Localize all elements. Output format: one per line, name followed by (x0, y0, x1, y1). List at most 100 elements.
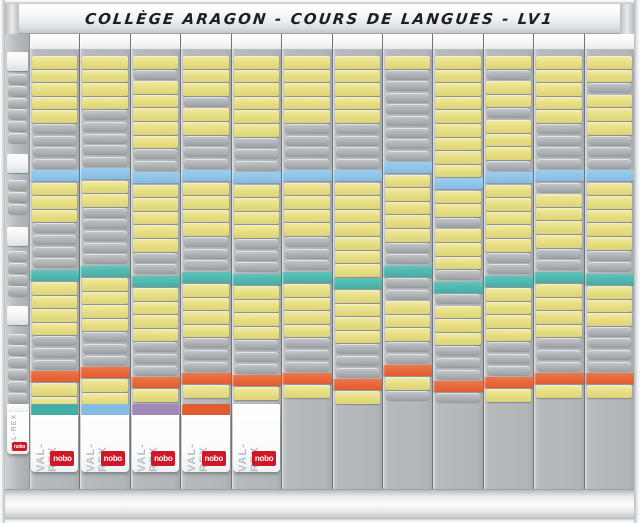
column-header[interactable] (130, 34, 181, 50)
yellow-card[interactable] (132, 389, 179, 402)
yellow-card[interactable] (82, 69, 128, 83)
empty-slot[interactable] (285, 135, 329, 145)
empty-slot[interactable] (537, 158, 581, 168)
yellow-card[interactable] (536, 207, 582, 221)
empty-slot[interactable] (83, 156, 127, 166)
yellow-card[interactable] (485, 198, 532, 211)
index-slot[interactable] (8, 133, 27, 143)
yellow-card[interactable] (132, 211, 179, 225)
yellow-card[interactable] (284, 182, 330, 196)
empty-slot[interactable] (587, 338, 632, 348)
yellow-card[interactable] (435, 164, 481, 178)
column-header[interactable] (332, 34, 382, 50)
empty-slot[interactable] (83, 344, 127, 353)
yellow-card[interactable] (32, 209, 78, 223)
yellow-card[interactable] (435, 229, 481, 242)
yellow-card[interactable] (334, 237, 380, 250)
empty-slot[interactable] (184, 135, 228, 145)
index-slot[interactable] (8, 121, 27, 132)
index-slot[interactable] (8, 286, 27, 297)
yellow-card[interactable] (334, 96, 380, 110)
divider-band-teal[interactable] (130, 275, 181, 287)
divider-band-teal[interactable] (382, 265, 433, 277)
yellow-card[interactable] (183, 108, 229, 121)
empty-slot[interactable] (587, 350, 632, 359)
yellow-card[interactable] (132, 122, 179, 135)
empty-slot[interactable] (537, 248, 581, 258)
empty-slot[interactable] (385, 150, 430, 160)
empty-slot[interactable] (234, 149, 279, 159)
yellow-card[interactable] (384, 215, 431, 228)
yellow-card[interactable] (82, 291, 128, 305)
column-header[interactable] (181, 34, 231, 50)
yellow-card[interactable] (485, 147, 532, 160)
index-marker[interactable] (7, 154, 28, 173)
yellow-card[interactable] (233, 83, 280, 96)
divider-band-blue[interactable] (382, 162, 433, 174)
empty-slot[interactable] (587, 83, 632, 93)
empty-slot[interactable] (234, 250, 279, 260)
divider-band-orange[interactable] (282, 373, 332, 385)
yellow-card[interactable] (384, 201, 431, 215)
divider-band-teal[interactable] (30, 269, 80, 281)
empty-slot[interactable] (335, 367, 379, 377)
yellow-card[interactable] (586, 385, 633, 398)
divider-band-blue[interactable] (30, 170, 80, 182)
empty-slot[interactable] (33, 348, 77, 357)
yellow-card[interactable] (435, 305, 481, 319)
divider-band-teal[interactable] (231, 273, 282, 285)
yellow-card[interactable] (485, 328, 532, 342)
index-slot[interactable] (8, 369, 27, 379)
yellow-card[interactable] (536, 324, 582, 338)
empty-slot[interactable] (83, 355, 127, 365)
yellow-card[interactable] (32, 110, 78, 123)
empty-slot[interactable] (133, 264, 178, 274)
empty-slot[interactable] (285, 350, 329, 359)
yellow-card[interactable] (132, 135, 179, 149)
yellow-card[interactable] (82, 379, 128, 392)
yellow-card[interactable] (132, 94, 179, 108)
yellow-card[interactable] (485, 81, 532, 94)
index-slot[interactable] (8, 251, 27, 261)
empty-slot[interactable] (285, 361, 329, 371)
empty-slot[interactable] (33, 158, 77, 168)
yellow-card[interactable] (32, 56, 78, 69)
yellow-card[interactable] (284, 311, 330, 324)
empty-slot[interactable] (385, 391, 430, 400)
empty-slot[interactable] (83, 254, 127, 264)
yellow-card[interactable] (132, 328, 179, 342)
yellow-card[interactable] (334, 56, 380, 69)
yellow-card[interactable] (586, 209, 633, 223)
empty-slot[interactable] (587, 135, 632, 145)
empty-slot[interactable] (133, 149, 178, 159)
empty-slot[interactable] (234, 137, 279, 147)
empty-slot[interactable] (285, 237, 329, 246)
index-slot[interactable] (8, 333, 27, 344)
empty-slot[interactable] (587, 326, 632, 336)
yellow-card[interactable] (132, 225, 179, 238)
empty-slot[interactable] (486, 160, 531, 170)
yellow-card[interactable] (82, 56, 128, 69)
yellow-card[interactable] (233, 56, 280, 69)
index-slot[interactable] (8, 74, 27, 84)
empty-slot[interactable] (133, 69, 178, 79)
yellow-card[interactable] (32, 322, 78, 336)
divider-band-blue[interactable] (181, 170, 231, 182)
empty-slot[interactable] (285, 147, 329, 157)
yellow-card[interactable] (384, 314, 431, 328)
yellow-card[interactable] (384, 328, 431, 341)
divider-band-orange[interactable] (433, 381, 483, 393)
empty-slot[interactable] (184, 260, 228, 270)
empty-slot[interactable] (537, 260, 581, 270)
empty-slot[interactable] (184, 96, 228, 106)
empty-slot[interactable] (335, 158, 379, 168)
index-slot[interactable] (8, 345, 27, 356)
empty-slot[interactable] (587, 147, 632, 157)
yellow-card[interactable] (384, 56, 431, 69)
empty-slot[interactable] (385, 81, 430, 91)
empty-slot[interactable] (133, 252, 178, 262)
yellow-card[interactable] (536, 311, 582, 324)
